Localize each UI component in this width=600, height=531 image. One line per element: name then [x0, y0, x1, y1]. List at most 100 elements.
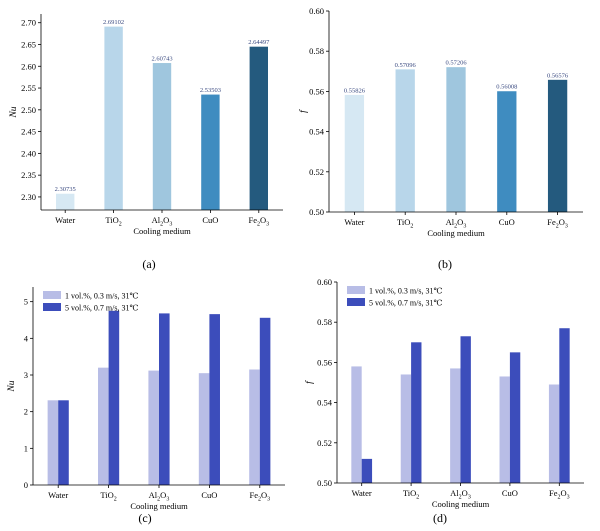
legend-entry: 5 vol.%, 0.7 m/s, 31℃ [369, 299, 442, 308]
legend-swatch [43, 303, 61, 311]
category-label-part: O [260, 215, 266, 225]
y-axis-label: f [298, 109, 309, 113]
data-label: 0.57096 [395, 62, 417, 69]
y-tick-label: 3 [24, 370, 28, 380]
panel-label: (d) [433, 511, 447, 525]
bar [56, 193, 75, 210]
category-label-subscript: 3 [266, 222, 269, 228]
x-tick-label: Water [352, 488, 372, 498]
category-label-subscript: 3 [463, 224, 466, 230]
x-axis-label: Cooling medium [427, 228, 485, 238]
y-tick-label: 2.55 [21, 83, 36, 93]
category-label-subscript: 2 [410, 224, 413, 230]
category-label-subscript: 3 [267, 497, 270, 503]
bar [148, 370, 159, 485]
y-tick-label: 0.50 [309, 207, 324, 217]
bar [108, 310, 120, 485]
x-axis-label: Cooling medium [432, 499, 490, 509]
data-label: 2.64497 [248, 39, 270, 46]
data-label: 0.56008 [496, 84, 517, 91]
category-label-subscript: 2 [160, 222, 163, 228]
y-tick-label: 0.54 [309, 127, 325, 137]
data-label: 2.60743 [151, 56, 172, 63]
data-label: 2.53503 [200, 87, 221, 94]
category-label-subscript: 2 [459, 495, 462, 501]
y-tick-label: 2.35 [21, 170, 36, 180]
legend-swatch [347, 286, 365, 294]
category-label-part: TiO [403, 488, 416, 498]
category-label-part: Fe [249, 490, 258, 500]
category-label-part: O [457, 217, 463, 227]
y-tick-label: 4 [24, 333, 29, 343]
y-axis-label: Nu [7, 380, 17, 392]
bar [98, 367, 109, 485]
category-label-part: O [560, 488, 566, 498]
category-label-part: Fe [549, 488, 558, 498]
y-tick-label: 0.56 [317, 357, 332, 367]
legend-entry: 1 vol.%, 0.3 m/s, 31℃ [369, 287, 442, 296]
x-tick-label: CuO [202, 215, 218, 225]
bar [58, 400, 69, 485]
x-tick-label: Water [48, 490, 68, 500]
legend-swatch [347, 298, 365, 306]
category-label-subscript: 3 [567, 495, 570, 501]
category-label-subscript: 3 [169, 222, 172, 228]
y-tick-label: 0.60 [317, 277, 332, 287]
bar [499, 376, 510, 483]
bar [361, 458, 373, 483]
category-label-part: O [462, 488, 468, 498]
category-label-subscript: 2 [157, 497, 160, 503]
category-label-subscript: 3 [565, 224, 568, 230]
bar [450, 368, 461, 483]
y-tick-label: 2.60 [21, 61, 36, 71]
x-tick-label: Al2O3 [446, 217, 467, 230]
category-label-part: TiO [105, 215, 118, 225]
bar [152, 63, 172, 210]
y-axis-label: f [304, 380, 315, 384]
x-tick-label: CuO [499, 217, 515, 227]
y-tick-label: 1 [24, 443, 28, 453]
category-label-part: Al [152, 215, 161, 225]
y-tick-label: 5 [24, 297, 28, 307]
bar [547, 79, 568, 212]
x-tick-label: Fe2O3 [547, 217, 568, 230]
category-label-subscript: 3 [468, 495, 471, 501]
category-label-part: Water [344, 217, 364, 227]
data-label: 0.57206 [445, 60, 467, 67]
category-label-part: Al [149, 490, 158, 500]
category-label-part: CuO [202, 215, 218, 225]
data-label: 0.56576 [547, 72, 569, 79]
x-tick-label: Fe2O3 [248, 215, 269, 228]
bar [460, 336, 471, 483]
panel-label: (c) [138, 511, 151, 525]
y-tick-label: 2 [24, 407, 28, 417]
bar [446, 67, 466, 213]
x-tick-label: Al2O3 [450, 488, 471, 501]
legend-swatch [43, 291, 61, 299]
category-label-subscript: 2 [454, 224, 457, 230]
category-label-part: Al [446, 217, 455, 227]
x-tick-label: Al2O3 [149, 490, 170, 503]
y-tick-label: 0.58 [309, 46, 324, 56]
bar [47, 400, 59, 485]
category-label-part: O [559, 217, 565, 227]
bar [159, 313, 170, 485]
y-tick-label: 2.65 [21, 39, 36, 49]
x-tick-label: TiO2 [397, 217, 413, 230]
y-tick-label: 2.70 [21, 18, 36, 28]
bar [400, 374, 412, 483]
category-label-part: TiO [397, 217, 410, 227]
category-label-part: Water [352, 488, 372, 498]
chart-panel-4: 1 vol.%, 0.3 m/s, 31℃ 5 vol.%, 0.7 m/s, 3… [304, 277, 584, 525]
bar [209, 314, 220, 485]
category-label-subscript: 2 [258, 497, 261, 503]
x-axis-label: Cooling medium [133, 226, 191, 236]
category-label-part: O [160, 490, 166, 500]
category-label-part: CuO [201, 490, 217, 500]
x-tick-label: Al2O3 [152, 215, 173, 228]
bar [344, 94, 365, 212]
chart-panel-2: 0.55826 0.57096 0.57206 0.56008 0.56576 0.50 0… [298, 6, 583, 271]
chart-panel-1: 2.30735 2.69102 2.60743 2.53503 2.64497 2.30 2… [9, 14, 283, 271]
bar [351, 366, 362, 483]
x-tick-label: TiO2 [403, 488, 419, 501]
